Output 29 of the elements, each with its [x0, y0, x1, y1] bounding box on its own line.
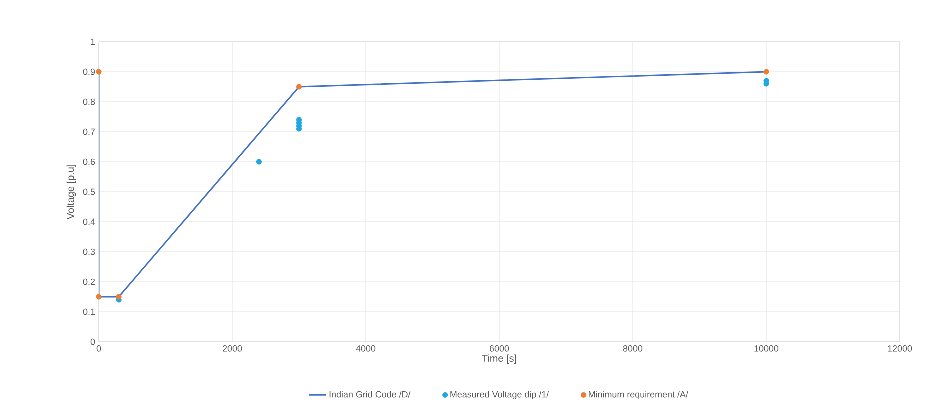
y-tick-label: 0.1: [83, 308, 96, 316]
x-tick-label: 2000: [222, 346, 242, 352]
point: [764, 69, 770, 75]
point: [96, 69, 102, 75]
y-tick-label: 0.6: [83, 158, 96, 166]
x-tick-label: 12000: [888, 346, 912, 352]
x-tick-label: 8000: [623, 346, 643, 352]
y-tick-label: 0.5: [83, 188, 96, 196]
y-tick-label: 0.4: [83, 218, 96, 226]
y-tick-label: 0.8: [83, 98, 96, 106]
point: [296, 84, 302, 90]
x-tick-label: 6000: [490, 346, 510, 352]
x-axis-title: Time [s]: [482, 354, 516, 364]
y-tick-label: 0: [90, 338, 96, 346]
legend-label: Indian Grid Code /D/: [330, 391, 411, 398]
y-tick-label: 0.7: [83, 128, 96, 136]
y-axis-title: Voltage [p.u]: [66, 165, 76, 220]
legend-label: Minimum requirement /A/: [589, 391, 688, 400]
y-tick-label: 0.3: [83, 248, 96, 256]
y-tick-label: 0.2: [83, 278, 96, 286]
x-tick-label: 0: [96, 346, 102, 352]
point: [96, 294, 102, 300]
point: [116, 294, 122, 300]
legend-label: Measured Voltage dip /1/: [450, 391, 550, 400]
x-tick-label: 4000: [356, 346, 376, 352]
y-tick-label: 0.9: [83, 68, 96, 76]
x-tick-label: 10000: [754, 346, 779, 352]
y-tick-label: 1: [91, 38, 96, 46]
point: [256, 159, 262, 165]
